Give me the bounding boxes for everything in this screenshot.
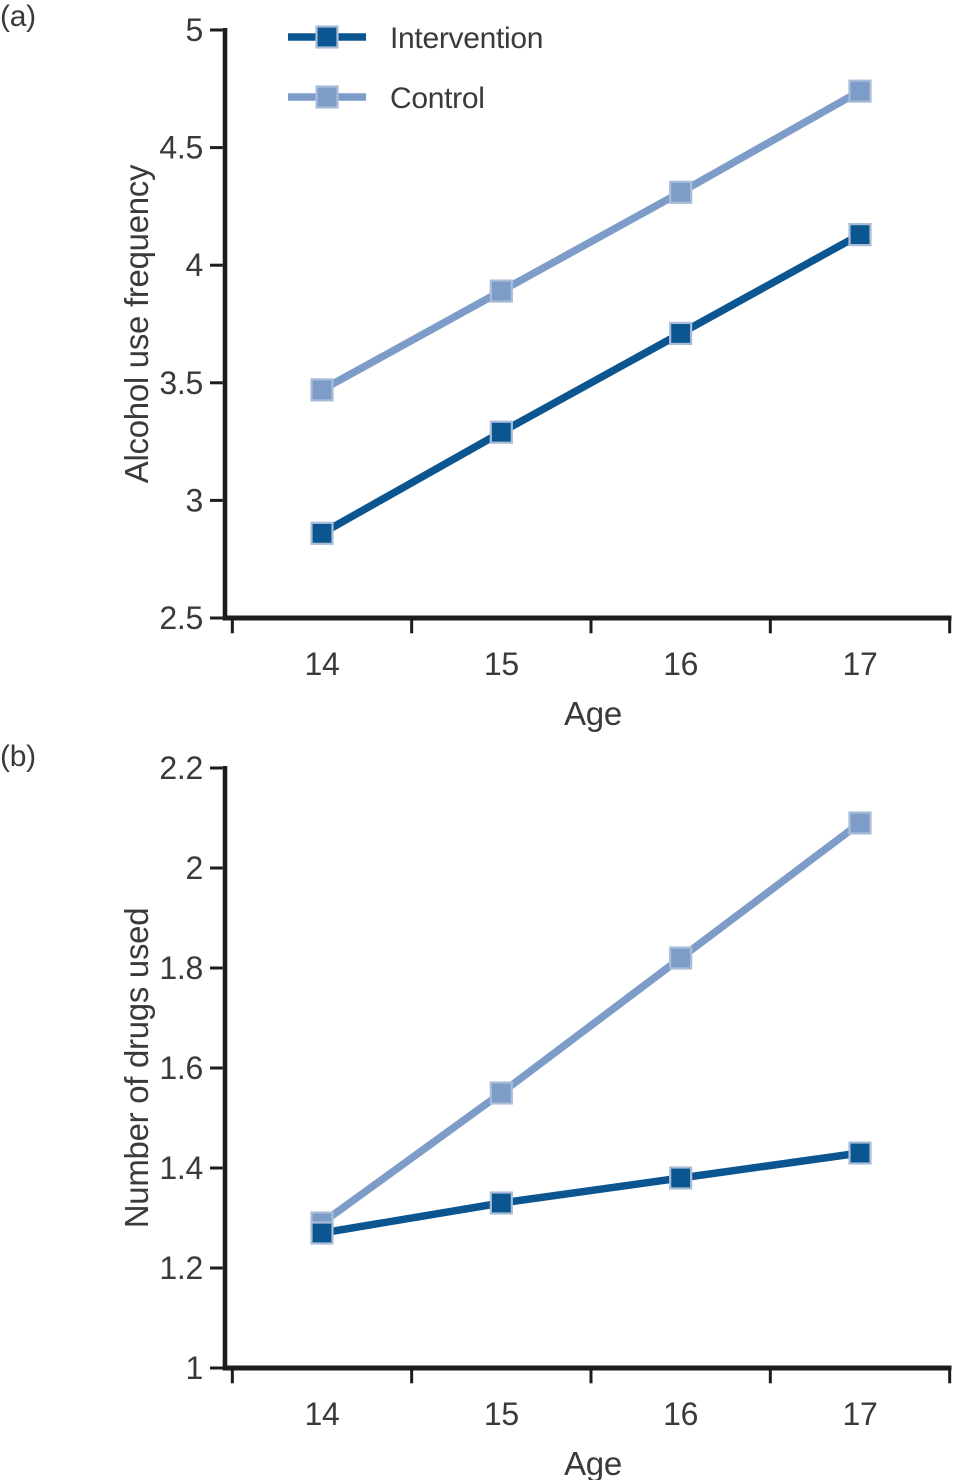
- data-point-marker: [310, 521, 334, 545]
- series-intervention: [310, 223, 872, 545]
- y-tick-label: 4: [186, 247, 204, 283]
- x-tick-label: 14: [305, 646, 340, 682]
- y-tick-label: 1.6: [159, 1050, 203, 1086]
- data-point-marker: [669, 946, 693, 970]
- data-point-marker: [310, 378, 334, 402]
- y-tick-label: 2.5: [159, 600, 203, 636]
- data-point-marker: [489, 420, 513, 444]
- series-control: [310, 79, 872, 402]
- data-point-marker: [669, 1166, 693, 1190]
- legend-item-control: Control: [288, 82, 485, 115]
- panel-letter-b: (b): [0, 740, 36, 773]
- panel-a: (a) 5 4.5 4 3.5 3 2.5 14 15 16 17 Age Alcohol use fr…: [0, 0, 952, 732]
- y-tick-label: 4.5: [159, 130, 203, 166]
- y-tick-label: 1: [186, 1350, 204, 1386]
- y-tick-label: 3: [186, 482, 204, 518]
- legend-item-intervention: Intervention: [288, 22, 543, 55]
- y-tick-label: 1.2: [159, 1250, 203, 1286]
- data-point-marker: [669, 180, 693, 204]
- x-tick-label: 16: [663, 1396, 698, 1432]
- x-tick-label: 16: [663, 646, 698, 682]
- data-point-marker: [489, 1191, 513, 1215]
- panel-b: (b) 2.2 2 1.8 1.6 1.4 1.2 1 14 15 16 17 Age Number of…: [0, 740, 952, 1480]
- x-tick-label: 15: [484, 1396, 519, 1432]
- y-axis-title: Number of drugs used: [118, 908, 155, 1229]
- y-tick-label: 2: [186, 850, 204, 886]
- y-tick-label: 5: [186, 12, 204, 48]
- series-intervention: [310, 1141, 872, 1245]
- y-tick-label: 3.5: [159, 365, 203, 401]
- legend-label: Control: [390, 82, 485, 115]
- x-tick-label: 15: [484, 646, 519, 682]
- series-line: [321, 1149, 861, 1237]
- data-point-marker: [669, 321, 693, 346]
- data-point-marker: [489, 1081, 513, 1105]
- panel-letter-a: (a): [0, 0, 36, 33]
- data-point-marker: [848, 1141, 872, 1165]
- x-tick-label: 17: [842, 646, 877, 682]
- data-point-marker: [489, 279, 513, 303]
- legend-label: Intervention: [390, 22, 543, 55]
- x-tick-label: 14: [305, 1396, 340, 1432]
- data-point-marker: [310, 1221, 334, 1245]
- data-point-marker: [848, 79, 872, 103]
- x-tick-label: 17: [842, 1396, 877, 1432]
- series-line: [319, 820, 863, 1227]
- y-tick-label: 1.8: [159, 950, 203, 986]
- x-axis-title: Age: [564, 1445, 622, 1480]
- y-tick-label: 1.4: [159, 1150, 203, 1186]
- x-axis-title: Age: [564, 695, 622, 732]
- legend-swatch-marker: [315, 85, 339, 109]
- series-line: [320, 87, 862, 394]
- legend-swatch-marker: [315, 25, 339, 49]
- y-tick-label: 2.2: [159, 750, 203, 786]
- data-point-marker: [848, 223, 872, 247]
- series-line: [320, 231, 862, 537]
- y-axis-title: Alcohol use frequency: [118, 164, 155, 483]
- series-control: [310, 811, 872, 1235]
- data-point-marker: [848, 811, 872, 835]
- legend: Intervention Control: [288, 22, 543, 115]
